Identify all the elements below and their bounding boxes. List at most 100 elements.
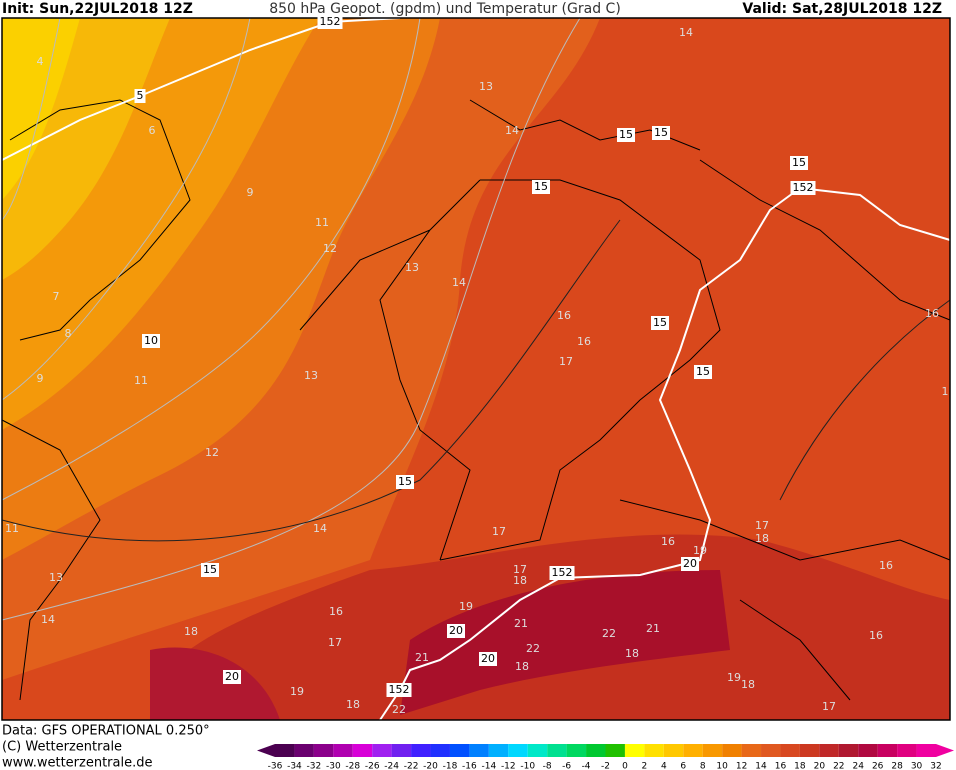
scale-box (819, 744, 839, 757)
label-box (142, 334, 160, 348)
contour-label: 10 (144, 334, 158, 347)
scale-tick-label: 6 (680, 762, 686, 770)
scale-tick-label: 20 (814, 762, 826, 770)
label-box (790, 181, 816, 195)
contour-label: 20 (481, 652, 495, 665)
contour-label: 14 (452, 276, 466, 289)
contour-label: 16 (661, 535, 675, 548)
temperature-contours (1, 17, 581, 621)
scale-tick-label: -36 (268, 762, 283, 770)
contour-label: 152 (793, 181, 814, 194)
contour-label: 14 (313, 522, 327, 535)
label-box (447, 624, 465, 638)
contour-label: 18 (513, 574, 527, 587)
contour-label: 12 (323, 242, 337, 255)
scale-tick-label: 26 (872, 762, 884, 770)
contour-label: 18 (755, 532, 769, 545)
scale-box (741, 744, 762, 757)
contour-label: 13 (479, 80, 493, 93)
scale-tick-label: -24 (384, 762, 399, 770)
contour-label: 14 (505, 124, 519, 137)
contour-labels: 4 152 5 6 9 13 14 14 15 15 15 152 15 11 12 13 14 7 8 10 16 15… (5, 15, 949, 716)
label-box (652, 126, 670, 140)
scale-box (372, 744, 392, 757)
label-box (386, 683, 412, 697)
contour-label: 5 (137, 89, 144, 102)
scale-box (313, 744, 334, 757)
scale-tick-label: 22 (833, 762, 844, 770)
contour-label: 8 (65, 327, 72, 340)
scale-tick-label: 18 (794, 762, 806, 770)
label-box (317, 15, 343, 29)
label-box (396, 475, 414, 489)
label-box (134, 89, 146, 103)
scale-box (916, 744, 936, 757)
label-box (549, 566, 575, 580)
contour-label: 20 (225, 670, 239, 683)
contour-label: 152 (389, 683, 410, 696)
contour-label: 9 (37, 372, 44, 385)
contour-label: 4 (37, 55, 44, 68)
label-box (681, 557, 699, 571)
scale-tick-label: 16 (775, 762, 787, 770)
contour-label: 17 (559, 355, 573, 368)
scale-box (333, 744, 353, 757)
contour-label: 11 (5, 522, 19, 535)
scale-tick-label: -8 (543, 762, 552, 770)
contour-label: 15 (398, 475, 412, 488)
contour-label: 20 (683, 557, 697, 570)
contour-label: 13 (405, 261, 419, 274)
contour-label: 19 (290, 685, 304, 698)
contour-label: 18 (741, 678, 755, 691)
contour-label: 11 (315, 216, 329, 229)
contour-label: 15 (619, 128, 633, 141)
contour-label: 9 (247, 186, 254, 199)
label-box (201, 563, 219, 577)
contour-label: 16 (557, 309, 571, 322)
scale-tick-label: 32 (930, 762, 941, 770)
contour-label: 16 (869, 629, 883, 642)
contour-label: 13 (49, 571, 63, 584)
scale-tick-label: -16 (462, 762, 477, 770)
scale-tick-label: -26 (365, 762, 380, 770)
contour-label: 17 (328, 636, 342, 649)
init-time: Init: Sun,22JUL2018 12Z (2, 1, 193, 17)
scale-tick-label: -12 (501, 762, 516, 770)
zone-20 (150, 647, 280, 720)
contour-label: 15 (203, 563, 217, 576)
label-box (532, 180, 550, 194)
scale-box (722, 744, 742, 757)
label-box (651, 316, 669, 330)
contour-label: 6 (149, 124, 156, 137)
scale-box (449, 744, 470, 757)
scale-tick-label: -30 (326, 762, 341, 770)
scale-tick-label: 0 (622, 762, 628, 770)
contour-label: 18 (515, 660, 529, 673)
scale-box (430, 744, 450, 757)
contour-label: 18 (625, 647, 639, 660)
label-box (617, 128, 635, 142)
data-source: Data: GFS OPERATIONAL 0.250° (2, 724, 210, 739)
contour-label: 20 (449, 624, 463, 637)
scale-tick-label: 8 (700, 762, 706, 770)
contour-label: 1 (942, 385, 949, 398)
copyright: (C) Wetterzentrale (2, 740, 122, 755)
scale-tick-label: 28 (891, 762, 903, 770)
scale-tick-label: -22 (404, 762, 419, 770)
website: www.wetterzentrale.de (2, 756, 152, 770)
scale-box (411, 744, 431, 757)
scale-box (663, 744, 684, 757)
contour-label: 17 (755, 519, 769, 532)
contour-label: 17 (822, 700, 836, 713)
scale-box (897, 744, 917, 757)
scale-tick-label: -2 (601, 762, 610, 770)
scale-tick-label: -34 (287, 762, 302, 770)
scale-box (605, 744, 625, 757)
contour-label: 16 (879, 559, 893, 572)
scale-box (702, 744, 723, 757)
scale-tick-label: 30 (911, 762, 923, 770)
contour-label: 18 (346, 698, 360, 711)
contour-label: 17 (513, 563, 527, 576)
